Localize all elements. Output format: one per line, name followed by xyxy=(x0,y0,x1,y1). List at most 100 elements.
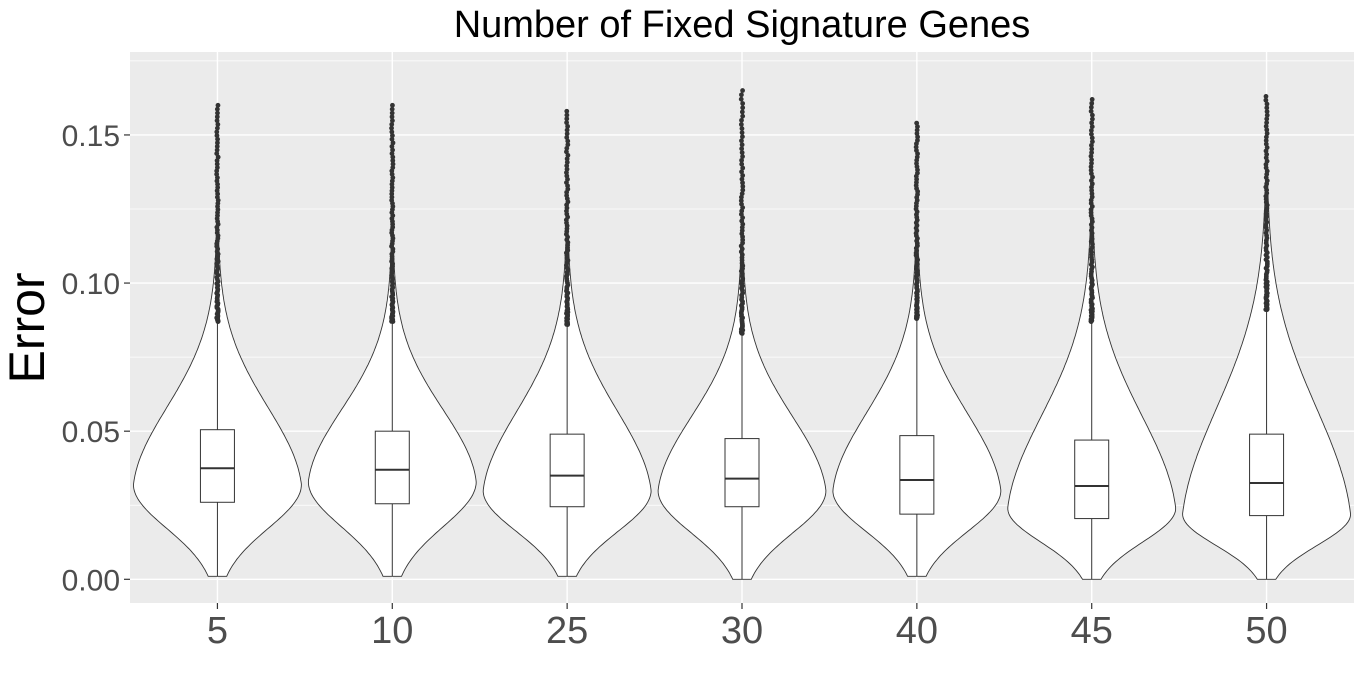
outlier-point xyxy=(739,138,744,144)
outlier-point xyxy=(564,116,570,122)
outlier-point xyxy=(1088,167,1094,173)
outlier-point xyxy=(1088,164,1094,170)
outlier-point xyxy=(739,201,744,207)
outlier-point xyxy=(739,169,744,175)
outlier-point xyxy=(1089,131,1094,137)
violins xyxy=(133,88,1351,580)
box xyxy=(1074,439,1110,520)
outlier-point xyxy=(390,140,396,146)
outlier-point xyxy=(1089,157,1094,163)
outlier-point xyxy=(915,137,920,143)
x-tick-label: 30 xyxy=(721,610,763,652)
outlier-point xyxy=(739,126,745,132)
outlier-point xyxy=(739,176,745,182)
outlier-point xyxy=(564,131,570,137)
outlier-point xyxy=(215,102,221,108)
outlier-point xyxy=(389,110,395,116)
outlier-point xyxy=(1264,101,1270,107)
outlier-point xyxy=(1089,124,1095,130)
x-tick-label: 45 xyxy=(1071,610,1113,652)
outlier-point xyxy=(1088,108,1094,114)
outlier-point xyxy=(389,136,395,142)
outlier-point xyxy=(1264,116,1270,122)
y-axis-label: Error xyxy=(0,272,55,383)
outlier-point xyxy=(564,159,570,165)
y-axis-ticks: 0.00 0.05 0.10 0.15 xyxy=(62,120,130,597)
outlier-point xyxy=(914,120,920,126)
outlier-points xyxy=(214,102,221,324)
outlier-point xyxy=(1089,150,1094,156)
outlier-points xyxy=(563,108,571,327)
x-tick-label: 5 xyxy=(207,610,228,652)
outlier-point xyxy=(1088,128,1094,133)
outlier-point xyxy=(1263,123,1269,129)
outlier-point xyxy=(739,142,745,148)
outlier-point xyxy=(740,165,746,171)
violin-group xyxy=(657,88,827,580)
outlier-point xyxy=(564,135,570,140)
outlier-point xyxy=(738,198,744,204)
outlier-point xyxy=(1089,171,1094,177)
outlier-point xyxy=(564,112,570,118)
outlier-points xyxy=(738,88,746,336)
outlier-point xyxy=(390,133,395,138)
outlier-point xyxy=(739,146,745,152)
violin-group xyxy=(307,102,477,577)
outlier-point xyxy=(390,161,396,167)
outlier-point xyxy=(564,108,570,114)
outlier-point xyxy=(740,180,745,186)
outlier-point xyxy=(1090,116,1095,122)
outlier-point xyxy=(739,109,745,115)
box xyxy=(549,433,585,508)
outlier-point xyxy=(1264,105,1270,111)
y-tick-label: 0.05 xyxy=(62,416,120,449)
violin-group xyxy=(482,108,652,577)
outlier-point xyxy=(1263,97,1269,103)
outlier-point xyxy=(564,127,570,133)
outlier-point xyxy=(1263,138,1269,143)
outlier-point xyxy=(739,130,745,136)
outlier-point xyxy=(390,147,395,153)
outlier-point xyxy=(1088,104,1094,110)
box xyxy=(899,435,935,515)
outlier-point xyxy=(215,122,221,127)
outlier-point xyxy=(740,105,746,111)
outlier-point xyxy=(1263,94,1269,99)
outlier-point xyxy=(914,131,920,136)
outlier-point xyxy=(1264,112,1270,118)
outlier-point xyxy=(740,184,746,189)
outlier-point xyxy=(214,125,220,131)
outlier-point xyxy=(1264,109,1270,114)
outlier-point xyxy=(739,161,745,167)
violin-group xyxy=(1182,94,1351,580)
outlier-points xyxy=(1088,96,1095,324)
outlier-point xyxy=(1089,142,1094,148)
outlier-point xyxy=(214,165,220,170)
box xyxy=(374,430,410,505)
outlier-point xyxy=(564,149,569,155)
outlier-point xyxy=(565,123,571,129)
outlier-point xyxy=(1089,96,1095,102)
outlier-point xyxy=(739,157,744,163)
outlier-point xyxy=(740,134,745,140)
outlier-point xyxy=(214,114,220,120)
outlier-point xyxy=(214,129,220,135)
outlier-point xyxy=(740,113,746,119)
outlier-point xyxy=(1089,100,1095,106)
x-axis-ticks: 5 10 25 30 40 45 50 xyxy=(207,603,1288,652)
outlier-point xyxy=(739,92,744,98)
violin-group xyxy=(1007,96,1177,580)
outlier-point xyxy=(1089,160,1094,166)
outlier-point xyxy=(1088,153,1094,159)
x-tick-label: 40 xyxy=(896,610,938,652)
outlier-point xyxy=(1264,131,1270,136)
outlier-points xyxy=(913,120,921,322)
outlier-point xyxy=(1089,135,1095,141)
outlier-point xyxy=(214,144,220,149)
outlier-point xyxy=(1264,120,1270,126)
outlier-point xyxy=(390,102,395,108)
outlier-point xyxy=(389,144,395,149)
outlier-point xyxy=(214,171,220,177)
outlier-point xyxy=(215,136,220,142)
